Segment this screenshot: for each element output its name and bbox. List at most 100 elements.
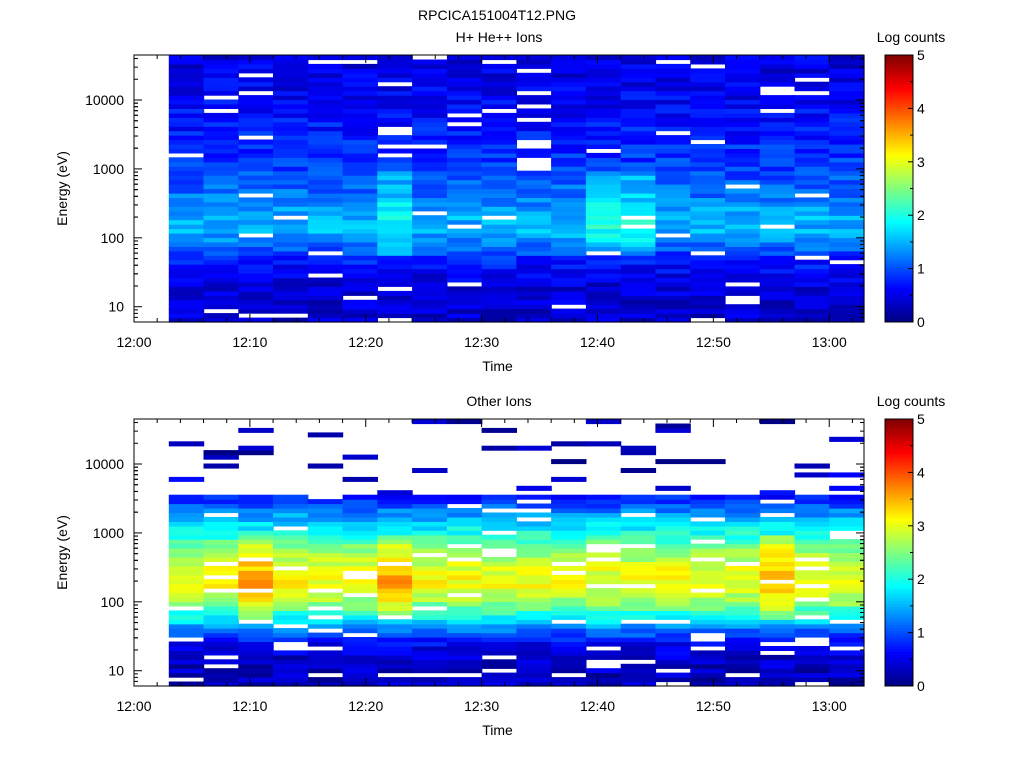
heatmap-cell [273,157,309,163]
heatmap-cell [342,188,378,194]
heatmap-cell [655,170,691,176]
colorbar-tick-label: 4 [917,464,925,480]
heatmap-cell [273,139,309,145]
heatmap-cell [377,557,413,562]
heatmap-cell [307,72,344,78]
heatmap-cell [585,277,622,283]
heatmap-cell [690,95,726,101]
heatmap-cell [481,219,517,225]
heatmap-cell [551,476,587,482]
heatmap-cell [273,628,309,634]
heatmap-cell [759,228,796,234]
heatmap-cell [585,59,622,65]
heatmap-cell [655,246,691,252]
heatmap-cell [342,503,378,509]
heatmap-cell [238,654,274,660]
heatmap-cell [307,623,344,629]
heatmap-cell [342,215,378,221]
heatmap-cell [620,259,657,265]
colorbar-step [885,568,913,572]
heatmap-cell [516,619,552,625]
heatmap-cell [446,317,483,323]
heatmap-cell [725,290,761,296]
heatmap-cell [620,565,657,571]
heatmap-cell [481,255,517,261]
heatmap-cell [829,277,865,283]
heatmap-cell [655,592,691,598]
heatmap-cell [829,210,865,216]
colorbar-step [885,608,913,612]
heatmap-cell [273,259,309,265]
heatmap-cell [168,681,205,687]
heatmap-cell [655,250,691,256]
heatmap-cell [655,427,691,433]
heatmap-cell [690,299,726,305]
heatmap-cell [412,201,448,207]
heatmap-cell [655,494,691,500]
heatmap-cell [585,210,622,216]
colorbar-step [885,97,913,101]
heatmap-cell [273,126,309,132]
colorbar-step [885,263,913,267]
heatmap-cell [307,264,344,270]
heatmap-cell [168,583,205,589]
heatmap-cell [620,557,657,562]
heatmap-cell [829,543,865,549]
colorbar-step [885,459,913,463]
heatmap-cell [168,646,205,651]
heatmap-cell [481,224,517,230]
heatmap-cell [481,95,517,101]
heatmap-cell [377,512,413,518]
colorbar-step [885,183,913,187]
heatmap-cell [655,588,691,594]
heatmap-cell [481,286,517,292]
heatmap-cell [377,299,413,305]
heatmap-cell [551,663,587,669]
heatmap-cell [481,246,517,252]
heatmap-cell [794,201,830,207]
colorbar-step [885,619,913,623]
heatmap-cell [725,152,761,158]
heatmap-cell [516,308,552,314]
heatmap-cell [516,224,552,230]
heatmap-cell [690,508,726,514]
heatmap-cell [342,317,378,323]
heatmap-cell [794,286,830,292]
heatmap-cell [759,259,796,265]
heatmap-cell [725,663,761,669]
heatmap-cell [759,72,796,78]
heatmap-cell [342,557,378,562]
heatmap-cell [794,55,830,61]
colorbar-step [885,63,913,67]
x-tick-label: 12:40 [580,698,615,714]
heatmap-cell [725,175,761,181]
heatmap-cell [307,126,344,132]
heatmap-cell [342,126,378,132]
heatmap-cell [725,565,761,571]
heatmap-cell [551,250,587,256]
heatmap-cell [238,81,274,87]
heatmap-cell [690,99,726,105]
heatmap-cell [342,499,378,505]
heatmap-cell [377,68,413,74]
heatmap-cell [307,130,344,136]
heatmap-cell [690,237,726,243]
colorbar-step [885,613,913,618]
heatmap-cell [829,81,865,87]
heatmap-cell [620,250,657,256]
heatmap-cell [377,228,413,234]
heatmap-cell [342,525,378,531]
heatmap-cell [203,659,239,665]
heatmap-cell [412,610,448,616]
colorbar-step [885,565,913,570]
heatmap-cell [307,157,344,163]
heatmap-cell [377,525,413,531]
heatmap-cell [551,99,587,105]
heatmap-cell [655,237,691,243]
colorbar-step [885,552,913,556]
heatmap-cell [585,55,622,61]
heatmap-cell [307,55,344,61]
heatmap-cell [655,81,691,87]
heatmap-cell [481,157,517,163]
heatmap-cell [203,264,239,270]
